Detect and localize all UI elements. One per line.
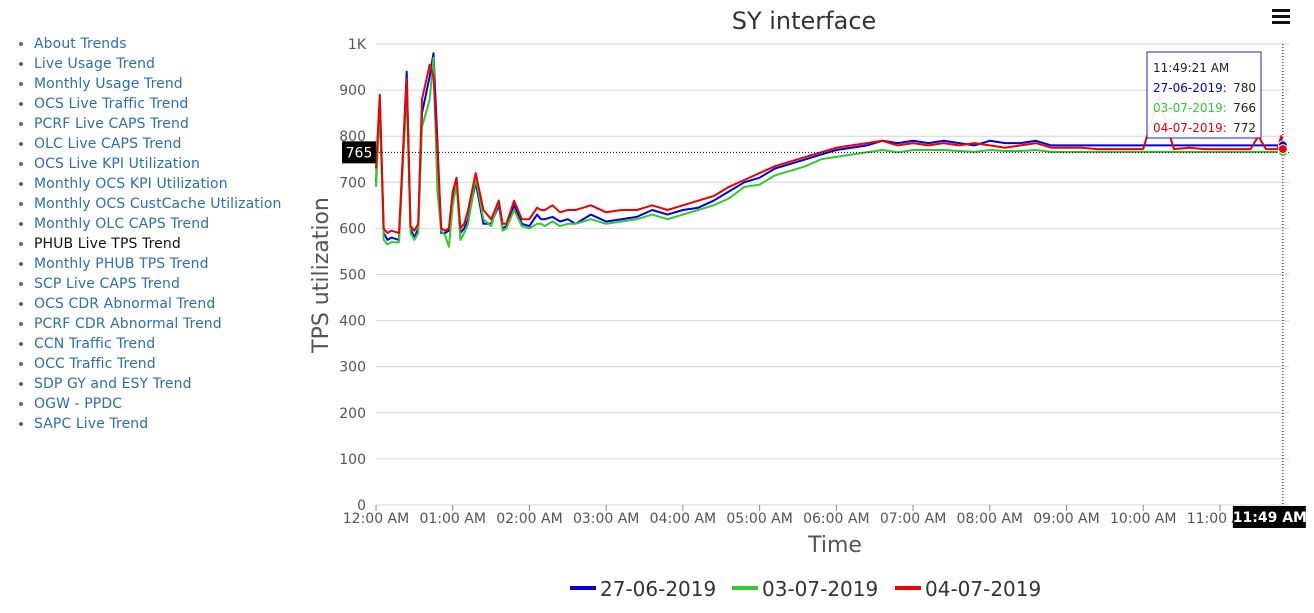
tooltip-series-value: 772 [1233,121,1256,135]
x-tick-label: 02:00 AM [496,511,562,527]
y-tick-label: 700 [339,175,366,191]
nav-link-ocs-cdr-abnormal-trend[interactable]: OCS CDR Abnormal Trend [34,296,216,312]
nav-item: Monthly Usage Trend [34,74,300,94]
nav-item: OCS Live KPI Utilization [34,154,300,174]
nav-item: Monthly PHUB TPS Trend [34,254,300,274]
x-axis-title: Time [807,533,862,558]
y-tick-label: 1K [348,37,367,53]
tooltip-series-value: 780 [1233,81,1256,95]
x-tick-label: 04:00 AM [650,511,716,527]
chart-menu-icon[interactable] [1272,9,1290,27]
nav-link-phub-live-tps-trend[interactable]: PHUB Live TPS Trend [34,236,181,252]
crosshair-y-label-box [342,141,376,164]
nav-item: CCN Traffic Trend [34,334,300,354]
nav-link-ocs-live-traffic-trend[interactable]: OCS Live Traffic Trend [34,96,189,112]
nav-link-scp-live-caps-trend[interactable]: SCP Live CAPS Trend [34,276,180,292]
x-tick-label: 12:00 AM [343,511,409,527]
nav-link-sdp-gy-and-esy-trend[interactable]: SDP GY and ESY Trend [34,376,192,392]
tooltip-series-value: 766 [1233,101,1256,115]
tooltip-box [1146,51,1262,139]
nav-link-pcrf-live-caps-trend[interactable]: PCRF Live CAPS Trend [34,116,189,132]
tooltip-series-label: 03-07-2019: [1153,101,1227,115]
menu-bar-middle [1272,15,1290,18]
x-tick-label: 10:00 AM [1110,511,1176,527]
nav-link-about-trends[interactable]: About Trends [34,36,127,52]
nav-link-ccn-traffic-trend[interactable]: CCN Traffic Trend [34,336,156,352]
series-line-2 [375,63,1284,234]
x-tick-label: 06:00 AM [803,511,869,527]
nav-link-sapc-live-trend[interactable]: SAPC Live Trend [34,416,149,432]
trend-navigation: About Trends Live Usage Trend Monthly Usag… [0,34,300,434]
x-tick-label: 03:00 AM [573,511,639,527]
tooltip-time: 11:49:21 AM [1153,61,1229,75]
chart-title: SY interface [732,7,877,35]
legend-label-1: 03-07-2019 [762,577,878,601]
nav-item: SAPC Live Trend [34,414,300,434]
nav-item: Live Usage Trend [34,54,300,74]
nav-link-live-usage-trend[interactable]: Live Usage Trend [34,56,156,72]
trend-nav-list: About Trends Live Usage Trend Monthly Usag… [0,34,300,434]
nav-link-ogw-ppdc[interactable]: OGW - PPDC [34,396,123,412]
tooltip-series-label: 04-07-2019: [1153,121,1227,135]
crosshair-x-label: 11:49 AM [1233,510,1307,526]
nav-item: Monthly OCS CustCache Utilization [34,194,300,214]
nav-link-pcrf-cdr-abnormal-trend[interactable]: PCRF CDR Abnormal Trend [34,316,222,332]
nav-item: PHUB Live TPS Trend [34,234,300,254]
nav-item: Monthly OCS KPI Utilization [34,174,300,194]
y-tick-label: 600 [339,221,366,237]
y-tick-label: 900 [339,83,366,99]
crosshair-x-label-box [1232,506,1306,528]
legend-label-2: 04-07-2019 [925,577,1041,601]
nav-link-monthly-phub-tps-trend[interactable]: Monthly PHUB TPS Trend [34,256,209,272]
nav-link-monthly-ocs-kpi-utilization[interactable]: Monthly OCS KPI Utilization [34,176,228,192]
nav-item: OLC Live CAPS Trend [34,134,300,154]
nav-link-olc-live-caps-trend[interactable]: OLC Live CAPS Trend [34,136,182,152]
x-tick-label: 07:00 AM [880,511,946,527]
y-axis-title: TPS utilization [309,197,334,354]
nav-item: OCS CDR Abnormal Trend [34,294,300,314]
legend-label-0: 27-06-2019 [600,577,716,601]
nav-link-monthly-ocs-custcache-utilization[interactable]: Monthly OCS CustCache Utilization [34,196,282,212]
nav-item: OCS Live Traffic Trend [34,94,300,114]
y-tick-label: 200 [339,406,366,422]
y-tick-label: 400 [339,314,366,330]
nav-link-monthly-olc-caps-trend[interactable]: Monthly OLC CAPS Trend [34,216,210,232]
crosshair-y-label: 765 [346,145,373,161]
x-tick-label: 01:00 AM [419,511,485,527]
nav-item: OCC Traffic Trend [34,354,300,374]
nav-link-occ-traffic-trend[interactable]: OCC Traffic Trend [34,356,156,372]
chart-tooltip: 11:49:21 AM 27-06-2019: 780 03-07-2019: 766 0… [1146,51,1262,139]
nav-item: PCRF Live CAPS Trend [34,114,300,134]
y-tick-label: 300 [339,360,366,376]
hover-marker-2 [1277,144,1288,155]
menu-bar-top [1272,9,1290,12]
nav-item: Monthly OLC CAPS Trend [34,214,300,234]
nav-item: SDP GY and ESY Trend [34,374,300,394]
nav-link-monthly-usage-trend[interactable]: Monthly Usage Trend [34,76,183,92]
x-tick-label: 09:00 AM [1033,511,1099,527]
y-tick-label: 500 [339,268,366,284]
nav-link-ocs-live-kpi-utilization[interactable]: OCS Live KPI Utilization [34,156,200,172]
nav-item: About Trends [34,34,300,54]
x-tick-label: 05:00 AM [726,511,792,527]
nav-item: PCRF CDR Abnormal Trend [34,314,300,334]
tooltip-series-label: 27-06-2019: [1153,81,1227,95]
y-tick-label: 100 [339,452,366,468]
nav-item: SCP Live CAPS Trend [34,274,300,294]
y-tick-label: 800 [339,129,366,145]
menu-bar-bottom [1272,21,1290,24]
nav-item: OGW - PPDC [34,394,300,414]
x-tick-label: 08:00 AM [957,511,1023,527]
y-tick-label: 0 [357,498,366,514]
